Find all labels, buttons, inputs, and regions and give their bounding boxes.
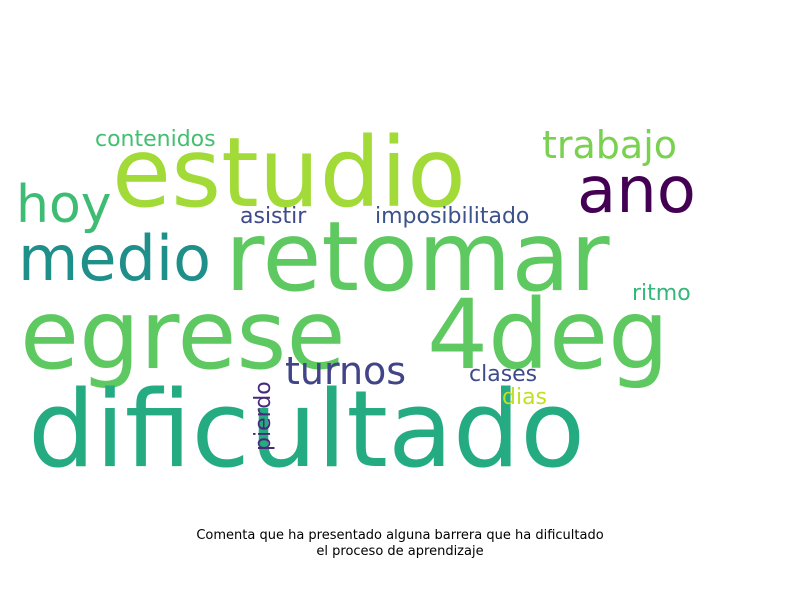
- word-egrese: egrese: [20, 279, 346, 391]
- word-dias: dias: [502, 385, 547, 410]
- word-ritmo: ritmo: [632, 281, 691, 306]
- word-dificultado: dificultado: [28, 368, 585, 491]
- word-trabajo: trabajo: [542, 123, 677, 167]
- word-contenidos: contenidos: [95, 127, 216, 152]
- chart-caption: Comenta que ha presentado alguna barrera…: [0, 528, 800, 560]
- word-hoy: hoy: [16, 175, 112, 235]
- word-turnos: turnos: [285, 349, 406, 393]
- caption-line-2: el proceso de aprendizaje: [316, 544, 484, 559]
- word-asistir: asistir: [240, 204, 307, 229]
- word-imposibilitado: imposibilitado: [375, 204, 529, 229]
- word-ano: ano: [577, 154, 696, 228]
- word-pierdo: pierdo: [251, 381, 276, 451]
- caption-line-1: Comenta que ha presentado alguna barrera…: [196, 528, 604, 543]
- word-clases: clases: [469, 362, 537, 387]
- word-retomar: retomar: [225, 201, 610, 313]
- word-medio: medio: [18, 222, 211, 295]
- word-4deg: 4deg: [427, 279, 669, 391]
- word-estudio: estudio: [112, 117, 466, 229]
